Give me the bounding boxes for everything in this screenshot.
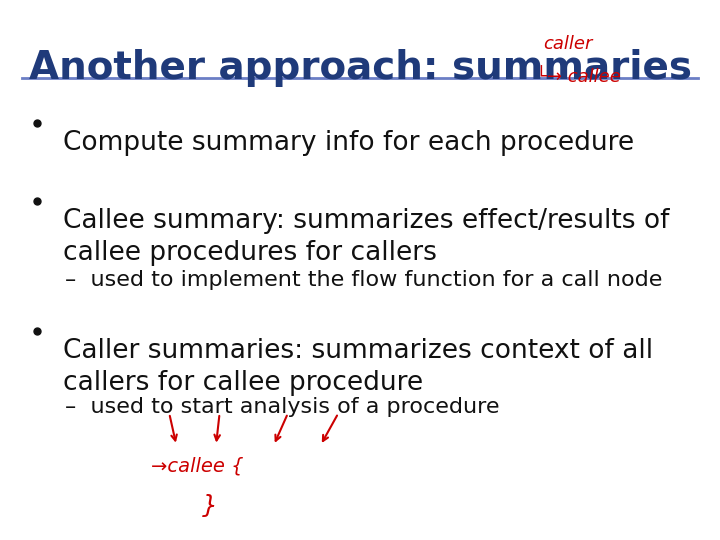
Text: }: }	[202, 494, 217, 518]
Text: Another approach: summaries: Another approach: summaries	[29, 49, 692, 86]
Text: Caller summaries: summarizes context of all
callers for callee procedure: Caller summaries: summarizes context of …	[63, 338, 654, 395]
Text: –  used to start analysis of a procedure: – used to start analysis of a procedure	[65, 397, 499, 417]
Text: Compute summary info for each procedure: Compute summary info for each procedure	[63, 130, 634, 156]
Text: –  used to implement the flow function for a call node: – used to implement the flow function fo…	[65, 270, 662, 290]
Text: └→ callee: └→ callee	[536, 68, 621, 85]
Text: Callee summary: summarizes effect/results of
callee procedures for callers: Callee summary: summarizes effect/result…	[63, 208, 670, 266]
Text: →callee {: →callee {	[151, 456, 243, 475]
Text: caller: caller	[544, 35, 593, 53]
